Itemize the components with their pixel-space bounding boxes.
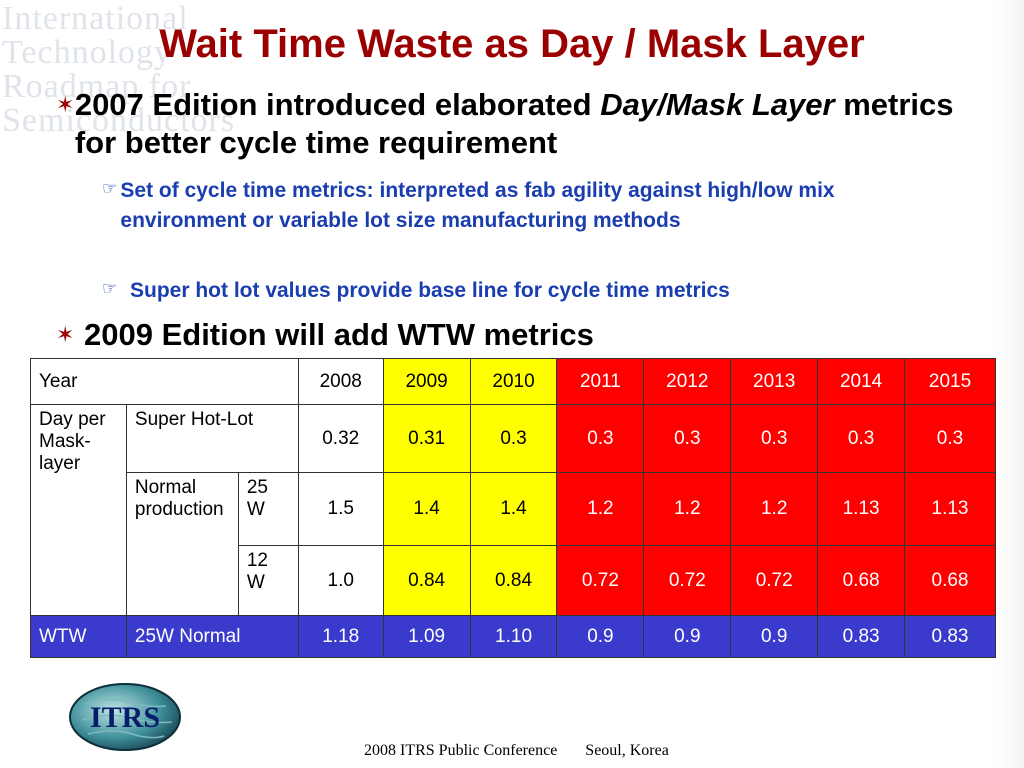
table-row-super-hot: Day per Mask-layer Super Hot-Lot 0.32 0.… [30,404,996,616]
value-cell: 1.2 [643,472,732,546]
watermark: International Technology Roadmap for Sem… [0,0,320,200]
year-cell: 2011 [556,358,645,405]
year-cell: 2013 [730,358,819,405]
year-header: Year [30,358,299,405]
year-cell: 2012 [643,358,732,405]
bullet-text-part: metrics for better cycle time requiremen… [74,87,954,160]
value-cell: 0.72 [556,545,645,616]
cycle-time-table: Year 2008 2009 2010 2011 2012 2013 2014 … [30,358,996,658]
value-cell: 0.3 [643,404,732,473]
table-row-25w: Normal production 25 W 1.5 1.4 1.4 1.2 1… [31,472,996,616]
value-cell: 0.83 [904,615,996,658]
value-cell: 1.4 [382,472,471,546]
logo-text: ITRS [90,701,160,734]
value-cell: 1.09 [382,615,471,658]
pointing-hand-icon: ☞ [102,279,118,298]
value-cell: 1.2 [556,472,645,546]
star-bullet-icon: ✶ [56,92,75,117]
slide-title: Wait Time Waste as Day / Mask Layer [159,22,865,66]
value-cell: 1.5 [297,472,384,546]
super-hot-lot-label: Super Hot-Lot [125,404,299,473]
table-row-wtw: WTW 25W Normal 1.18 1.09 1.10 0.9 0.9 0.… [30,615,996,658]
decorative-edge [994,0,1024,768]
bullet-text: 2009 Edition will add WTW metrics [84,317,594,352]
value-cell: 0.83 [817,615,906,658]
wafer-12w-label: 12 W [237,545,299,616]
year-cell: 2014 [817,358,906,405]
watermark-line: International [2,0,189,37]
value-cell: 0.32 [297,404,384,473]
value-cell: 0.68 [817,545,906,616]
wafer-25w-label: 25 W [237,472,299,546]
value-cell: 0.72 [730,545,819,616]
value-cell: 1.13 [904,472,996,546]
watermark-line: Roadmap for [2,68,192,105]
value-cell: 0.9 [643,615,732,658]
bullet-2007-edition: ✶ 2007 Edition introduced elaborated Day… [56,86,996,162]
value-cell: 1.10 [469,615,558,658]
table-row-12w: 12 W 1.0 0.84 0.84 0.72 0.72 0.72 0.68 0… [31,545,996,616]
table-row-years: Year 2008 2009 2010 2011 2012 2013 2014 … [30,358,996,405]
value-cell: 0.9 [556,615,645,658]
bullet-italic-term: Day/Mask Layer [600,87,835,122]
subbullet-super-hot: ☞ Super hot lot values provide base line… [102,276,962,306]
itrs-logo: ITRS [69,683,181,751]
watermark-line: Semiconductors [2,102,236,139]
subbullet-text: Set of cycle time metrics: interpreted a… [120,179,835,232]
footer-conference: 2008 ITRS Public Conference [364,742,558,759]
wtw-label: WTW [30,615,127,658]
value-cell: 1.4 [469,472,558,546]
value-cell: 1.2 [730,472,819,546]
year-cell: 2015 [904,358,996,405]
bullet-2009-edition: ✶ 2009 Edition will add WTW metrics [56,316,996,354]
footer-location: Seoul, Korea [585,742,669,759]
value-cell: 0.72 [643,545,732,616]
year-cell: 2010 [469,358,558,405]
value-cell: 1.0 [297,545,384,616]
value-cell: 1.18 [297,615,384,658]
value-cell: 0.68 [904,545,996,616]
subbullet-text: Super hot lot values provide base line f… [130,279,730,302]
value-cell: 0.31 [382,404,471,473]
year-cell: 2008 [297,358,384,405]
subbullet-metrics: ☞ Set of cycle time metrics: interpreted… [102,176,962,236]
value-cell: 0.3 [730,404,819,473]
year-cell: 2009 [382,358,471,405]
bullet-text: 2007 Edition introduced elaborated Day/M… [75,86,996,162]
wtw-sub-label: 25W Normal [125,615,299,658]
star-bullet-icon: ✶ [56,322,75,347]
day-per-mask-layer-label: Day per Mask-layer [30,404,127,616]
value-cell: 0.84 [469,545,558,616]
normal-production-label: Normal production [125,472,239,616]
bullet-text-part: 2007 Edition introduced elaborated [74,87,601,122]
watermark-line: Technology [2,34,173,71]
value-cell: 0.3 [904,404,996,473]
value-cell: 1.13 [817,472,906,546]
pointing-hand-icon: ☞ [102,179,118,198]
value-cell: 0.3 [556,404,645,473]
value-cell: 0.3 [817,404,906,473]
value-cell: 0.84 [382,545,471,616]
value-cell: 0.9 [730,615,819,658]
value-cell: 0.3 [469,404,558,473]
footer: 2008 ITRS Public Conference Seoul, Korea [364,742,669,760]
